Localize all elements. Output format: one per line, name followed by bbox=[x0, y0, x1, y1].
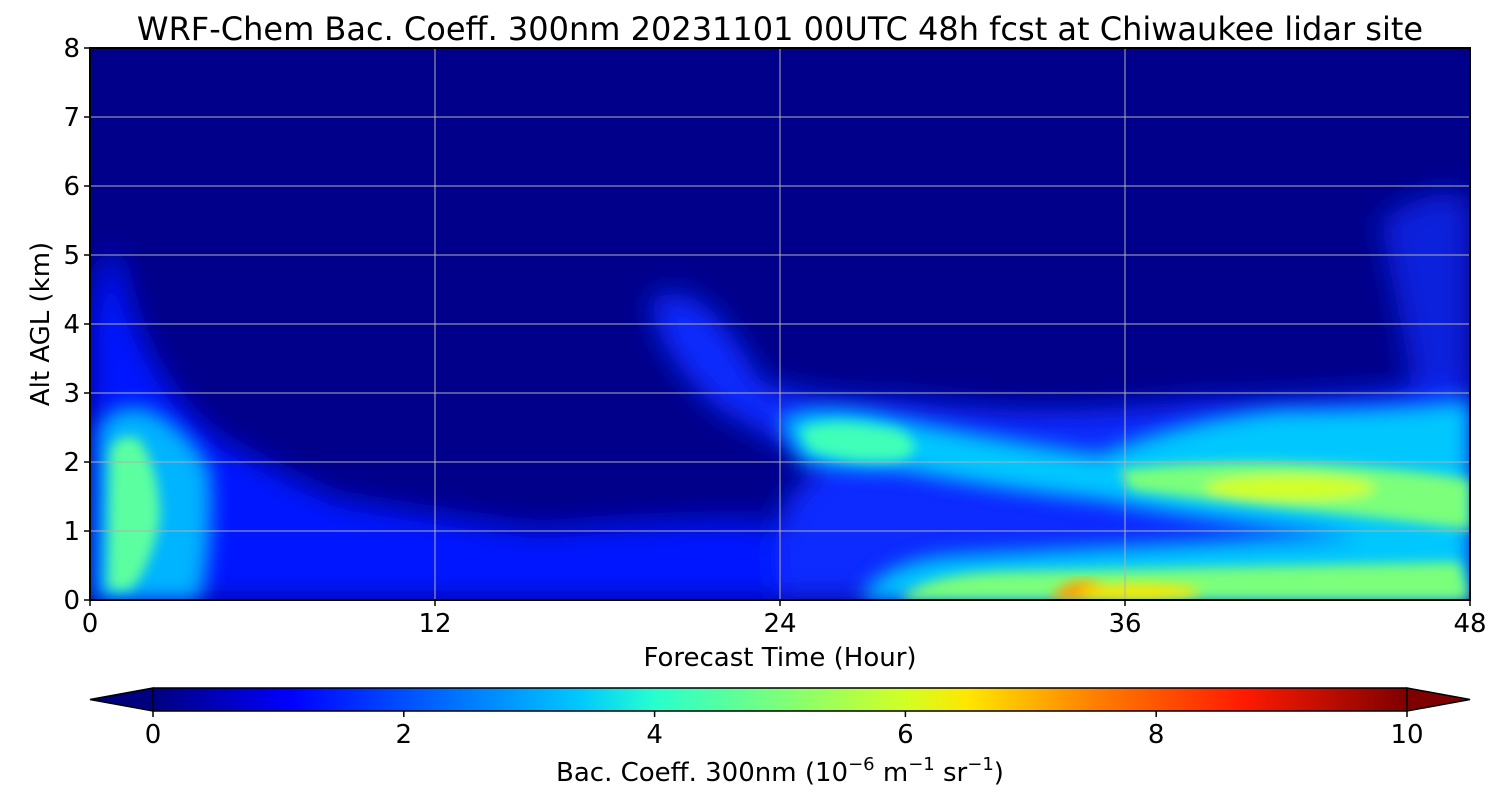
chart-title: WRF-Chem Bac. Coeff. 300nm 20231101 00UT… bbox=[137, 10, 1423, 48]
colorbar-under-arrow bbox=[89, 687, 154, 712]
colorbar-label: Bac. Coeff. 300nm (10−6 m−1 sr−1) bbox=[556, 754, 1004, 788]
field-blue-right-top bbox=[1380, 193, 1470, 420]
colorbar-tick-label: 2 bbox=[396, 720, 413, 750]
y-axis: 0 1 2 3 4 5 6 7 8 bbox=[63, 34, 90, 616]
colorbar-tick-label: 0 bbox=[145, 720, 162, 750]
x-tick-label: 24 bbox=[763, 609, 796, 639]
y-tick-label: 4 bbox=[63, 310, 80, 340]
y-tick-label: 6 bbox=[63, 172, 80, 202]
y-tick-label: 7 bbox=[63, 103, 80, 133]
colorbar-ticks: 0 2 4 6 8 10 bbox=[145, 711, 1424, 750]
colorbar-tick-label: 6 bbox=[897, 720, 914, 750]
colorbar-tick-label: 8 bbox=[1148, 720, 1165, 750]
field-green-layer bbox=[800, 422, 915, 462]
field-blue-left bbox=[90, 252, 860, 600]
y-tick-label: 8 bbox=[63, 34, 80, 64]
colorbar-tick-label: 4 bbox=[646, 720, 663, 750]
field-green-left bbox=[108, 436, 160, 590]
y-tick-label: 0 bbox=[63, 586, 80, 616]
x-tick-label: 48 bbox=[1453, 609, 1486, 639]
colorbar: 0 2 4 6 8 10 Bac. Coeff. 300nm (10−6 m−1 sr−1… bbox=[89, 687, 1471, 788]
colorbar-bar bbox=[153, 688, 1407, 711]
y-tick-label: 1 bbox=[63, 517, 80, 547]
y-tick-label: 2 bbox=[63, 448, 80, 478]
field-yellow-right bbox=[1205, 475, 1375, 501]
y-tick-label: 3 bbox=[63, 379, 80, 409]
x-tick-label: 0 bbox=[82, 609, 99, 639]
y-axis-label: Alt AGL (km) bbox=[26, 242, 56, 406]
y-tick-label: 5 bbox=[63, 241, 80, 271]
x-tick-label: 36 bbox=[1108, 609, 1141, 639]
x-axis-label: Forecast Time (Hour) bbox=[643, 643, 916, 673]
x-tick-label: 12 bbox=[418, 609, 451, 639]
x-axis: 0 12 24 36 48 bbox=[82, 600, 1487, 639]
colorbar-over-arrow bbox=[1406, 687, 1471, 712]
colorbar-tick-label: 10 bbox=[1390, 720, 1423, 750]
field-green-surface bbox=[900, 562, 1470, 600]
field-yellow-max bbox=[1080, 584, 1200, 600]
